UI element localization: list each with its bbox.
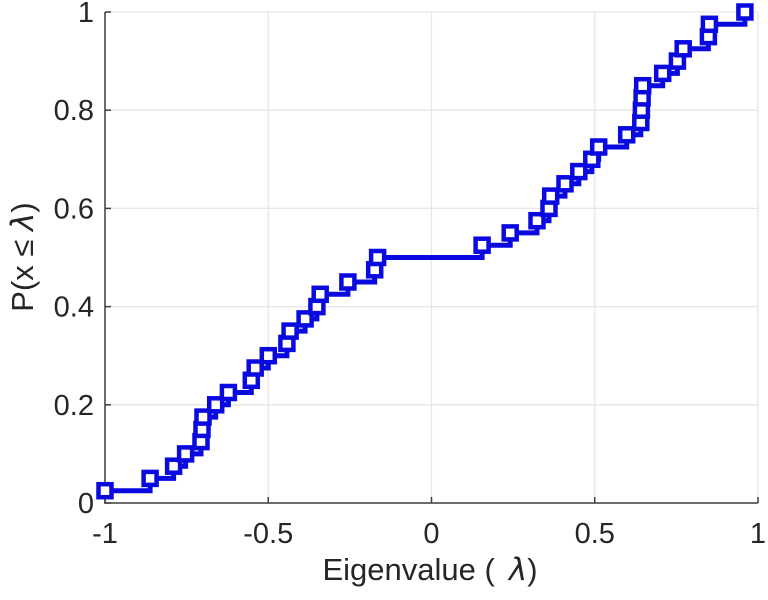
data-point-marker xyxy=(473,236,491,254)
lambda-symbol: λ xyxy=(508,552,528,588)
data-point-marker xyxy=(206,396,225,414)
data-point-marker xyxy=(96,481,114,500)
x-tick-label: 0 xyxy=(423,518,439,550)
data-point-marker xyxy=(541,187,560,205)
data-point-marker xyxy=(339,273,357,291)
data-point-marker xyxy=(176,445,195,463)
data-point-marker xyxy=(528,211,546,230)
data-point-marker xyxy=(674,40,692,58)
y-tick-label: 0.2 xyxy=(54,390,94,422)
x-tick-label: 0.5 xyxy=(575,518,615,550)
x-axis-label-text: Eigenvalue ( xyxy=(322,552,495,587)
data-point-marker xyxy=(296,310,314,328)
data-point-marker xyxy=(194,408,212,426)
x-axis-label: Eigenvalue ( λ) xyxy=(130,552,730,592)
data-point-marker xyxy=(736,3,754,21)
y-axis-label-text: P(x ≤ xyxy=(5,230,40,312)
data-point-marker xyxy=(570,162,588,181)
x-axis-label-close: ) xyxy=(527,552,538,587)
data-point-marker xyxy=(259,346,278,365)
x-tick-label: 1 xyxy=(750,518,766,550)
y-axis-label-close: ) xyxy=(5,202,40,213)
x-tick-label: -0.5 xyxy=(243,518,293,550)
data-point-marker xyxy=(141,469,159,488)
data-point-marker xyxy=(653,64,672,83)
y-tick-label: 1 xyxy=(78,0,94,29)
y-tick-label: 0.8 xyxy=(54,95,94,127)
y-tick-label: 0.4 xyxy=(54,292,94,324)
x-tick-label: -1 xyxy=(92,518,118,550)
data-point-marker xyxy=(164,457,183,475)
data-point-marker xyxy=(501,224,519,242)
lambda-symbol: λ xyxy=(5,212,41,231)
y-axis-label: P(x ≤ λ) xyxy=(5,27,47,487)
data-point-marker xyxy=(281,322,299,340)
data-point-marker xyxy=(311,285,329,304)
data-point-marker xyxy=(246,359,264,377)
y-tick-label: 0.6 xyxy=(54,193,94,225)
y-tick-label: 0 xyxy=(78,488,94,520)
data-point-marker xyxy=(368,248,387,267)
data-point-marker xyxy=(589,138,608,156)
data-point-marker xyxy=(700,15,719,34)
data-point-marker xyxy=(556,175,574,193)
data-point-marker xyxy=(617,126,636,144)
data-point-marker xyxy=(219,383,238,402)
data-point-marker xyxy=(633,76,652,95)
